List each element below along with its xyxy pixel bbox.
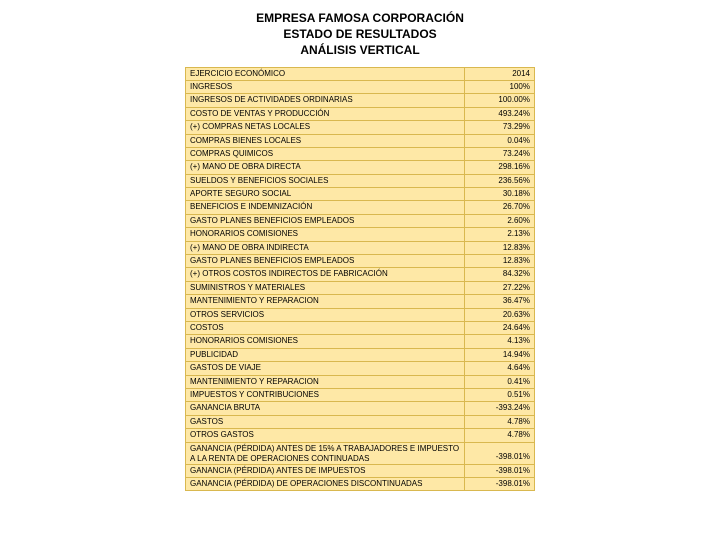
row-value: 73.29% <box>465 121 535 134</box>
row-value: 14.94% <box>465 349 535 362</box>
row-value: 2.13% <box>465 228 535 241</box>
row-value: 84.32% <box>465 268 535 281</box>
table-row: (+) COMPRAS NETAS LOCALES73.29% <box>185 121 535 134</box>
row-label: COSTOS <box>185 322 465 335</box>
row-label: COMPRAS BIENES LOCALES <box>185 135 465 148</box>
row-label: BENEFICIOS E INDEMNIZACIÓN <box>185 201 465 214</box>
row-value: 4.78% <box>465 416 535 429</box>
row-label: GANANCIA BRUTA <box>185 402 465 415</box>
row-label: (+) MANO DE OBRA INDIRECTA <box>185 242 465 255</box>
row-value: 2014 <box>465 67 535 81</box>
row-value: -393.24% <box>465 402 535 415</box>
row-value: 236.56% <box>465 175 535 188</box>
row-label: COSTO DE VENTAS Y PRODUCCIÓN <box>185 108 465 121</box>
row-label: COMPRAS QUIMICOS <box>185 148 465 161</box>
row-value: 2.60% <box>465 215 535 228</box>
financial-table: EJERCICIO ECONÓMICO2014INGRESOS100%INGRE… <box>185 67 535 492</box>
row-value: 27.22% <box>465 282 535 295</box>
row-label: GASTO PLANES BENEFICIOS EMPLEADOS <box>185 255 465 268</box>
row-label: (+) OTROS COSTOS INDIRECTOS DE FABRICACI… <box>185 268 465 281</box>
row-label: INGRESOS <box>185 81 465 94</box>
row-label: PUBLICIDAD <box>185 349 465 362</box>
row-label: GASTOS DE VIAJE <box>185 362 465 375</box>
table-row: BENEFICIOS E INDEMNIZACIÓN26.70% <box>185 201 535 214</box>
table-row: MANTENIMIENTO Y REPARACION36.47% <box>185 295 535 308</box>
table-row: OTROS SERVICIOS20.63% <box>185 309 535 322</box>
row-value: 0.51% <box>465 389 535 402</box>
table-row: GASTO PLANES BENEFICIOS EMPLEADOS12.83% <box>185 255 535 268</box>
table-row: GANANCIA (PÉRDIDA) ANTES DE IMPUESTOS-39… <box>185 465 535 478</box>
row-value: 73.24% <box>465 148 535 161</box>
row-label: GASTOS <box>185 416 465 429</box>
table-row: (+) MANO DE OBRA DIRECTA298.16% <box>185 161 535 174</box>
row-label: GANANCIA (PÉRDIDA) ANTES DE IMPUESTOS <box>185 465 465 478</box>
row-label: OTROS SERVICIOS <box>185 309 465 322</box>
table-row: COMPRAS BIENES LOCALES0.04% <box>185 135 535 148</box>
row-label: APORTE SEGURO SOCIAL <box>185 188 465 201</box>
row-value: 4.78% <box>465 429 535 442</box>
row-value: 100% <box>465 81 535 94</box>
table-row: COSTO DE VENTAS Y PRODUCCIÓN493.24% <box>185 108 535 121</box>
table-row: GASTO PLANES BENEFICIOS EMPLEADOS2.60% <box>185 215 535 228</box>
row-value: 30.18% <box>465 188 535 201</box>
row-label: MANTENIMIENTO Y REPARACION <box>185 376 465 389</box>
table-row: MANTENIMIENTO Y REPARACION0.41% <box>185 376 535 389</box>
row-label: (+) MANO DE OBRA DIRECTA <box>185 161 465 174</box>
table-row: GANANCIA (PÉRDIDA) DE OPERACIONES DISCON… <box>185 478 535 491</box>
row-label: GASTO PLANES BENEFICIOS EMPLEADOS <box>185 215 465 228</box>
table-row: HONORARIOS COMISIONES4.13% <box>185 335 535 348</box>
row-label: OTROS GASTOS <box>185 429 465 442</box>
row-label: GANANCIA (PÉRDIDA) ANTES DE 15% A TRABAJ… <box>185 443 465 465</box>
row-value: 12.83% <box>465 255 535 268</box>
row-value: 4.13% <box>465 335 535 348</box>
row-value: 0.41% <box>465 376 535 389</box>
table-row: HONORARIOS COMISIONES2.13% <box>185 228 535 241</box>
table-row: INGRESOS DE ACTIVIDADES ORDINARIAS100.00… <box>185 94 535 107</box>
table-row: IMPUESTOS Y CONTRIBUCIONES0.51% <box>185 389 535 402</box>
row-value: -398.01% <box>465 465 535 478</box>
table-row: EJERCICIO ECONÓMICO2014 <box>185 67 535 81</box>
table-row: COMPRAS QUIMICOS73.24% <box>185 148 535 161</box>
row-value: 36.47% <box>465 295 535 308</box>
table-row: (+) MANO DE OBRA INDIRECTA12.83% <box>185 242 535 255</box>
table-row: APORTE SEGURO SOCIAL30.18% <box>185 188 535 201</box>
row-value: 0.04% <box>465 135 535 148</box>
row-value: -398.01% <box>465 443 535 465</box>
row-value: -398.01% <box>465 478 535 491</box>
row-label: MANTENIMIENTO Y REPARACION <box>185 295 465 308</box>
table-row: SUMINISTROS Y MATERIALES27.22% <box>185 282 535 295</box>
table-row: OTROS GASTOS4.78% <box>185 429 535 442</box>
table-row: INGRESOS100% <box>185 81 535 94</box>
table-row: GANANCIA BRUTA-393.24% <box>185 402 535 415</box>
table-row: COSTOS24.64% <box>185 322 535 335</box>
row-value: 493.24% <box>465 108 535 121</box>
row-value: 298.16% <box>465 161 535 174</box>
title-line-1: EMPRESA FAMOSA CORPORACIÓN <box>256 10 464 26</box>
row-label: (+) COMPRAS NETAS LOCALES <box>185 121 465 134</box>
table-row: PUBLICIDAD14.94% <box>185 349 535 362</box>
table-row: (+) OTROS COSTOS INDIRECTOS DE FABRICACI… <box>185 268 535 281</box>
row-value: 26.70% <box>465 201 535 214</box>
row-label: INGRESOS DE ACTIVIDADES ORDINARIAS <box>185 94 465 107</box>
row-label: SUMINISTROS Y MATERIALES <box>185 282 465 295</box>
row-label: SUELDOS Y BENEFICIOS SOCIALES <box>185 175 465 188</box>
row-value: 12.83% <box>465 242 535 255</box>
row-label: GANANCIA (PÉRDIDA) DE OPERACIONES DISCON… <box>185 478 465 491</box>
title-line-2: ESTADO DE RESULTADOS <box>256 26 464 42</box>
row-value: 24.64% <box>465 322 535 335</box>
table-row: SUELDOS Y BENEFICIOS SOCIALES236.56% <box>185 175 535 188</box>
table-row: GASTOS4.78% <box>185 416 535 429</box>
row-value: 20.63% <box>465 309 535 322</box>
row-value: 4.64% <box>465 362 535 375</box>
row-label: IMPUESTOS Y CONTRIBUCIONES <box>185 389 465 402</box>
row-label: HONORARIOS COMISIONES <box>185 335 465 348</box>
row-label: EJERCICIO ECONÓMICO <box>185 67 465 81</box>
title-block: EMPRESA FAMOSA CORPORACIÓN ESTADO DE RES… <box>256 10 464 59</box>
title-line-3: ANÁLISIS VERTICAL <box>256 42 464 58</box>
table-row: GASTOS DE VIAJE4.64% <box>185 362 535 375</box>
row-label: HONORARIOS COMISIONES <box>185 228 465 241</box>
row-value: 100.00% <box>465 94 535 107</box>
table-row: GANANCIA (PÉRDIDA) ANTES DE 15% A TRABAJ… <box>185 443 535 465</box>
